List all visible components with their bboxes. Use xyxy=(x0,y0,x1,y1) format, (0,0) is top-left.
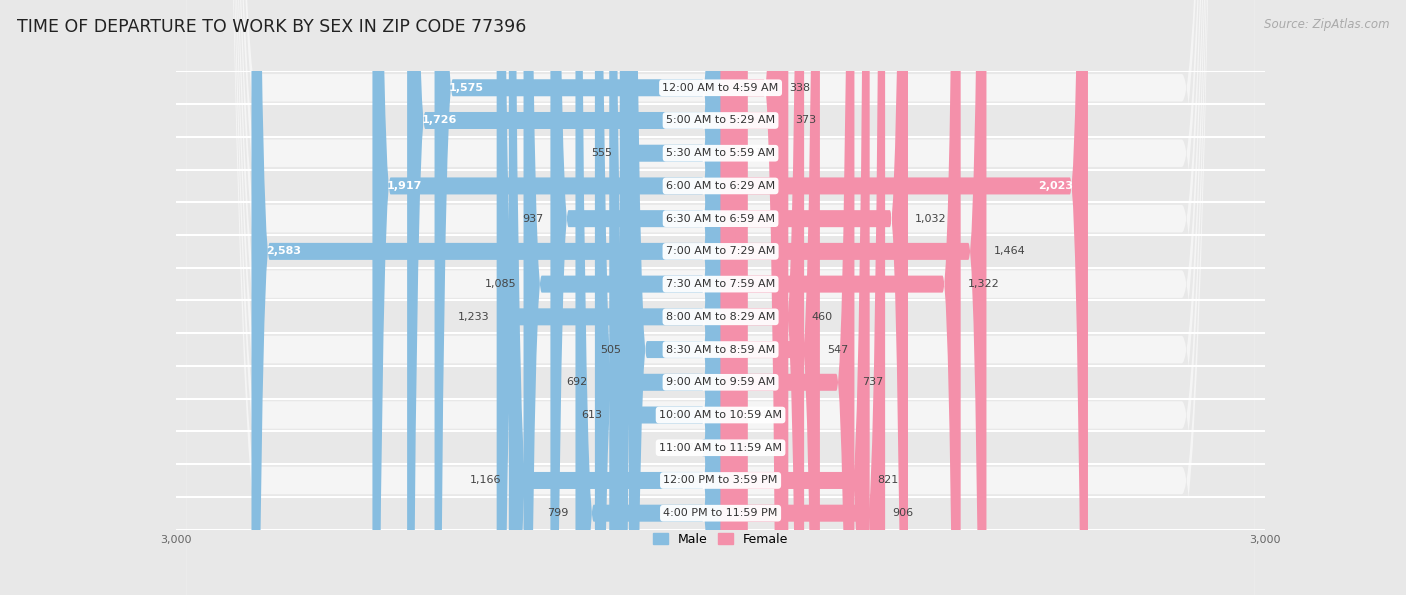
Text: 613: 613 xyxy=(581,410,602,420)
FancyBboxPatch shape xyxy=(721,0,886,595)
FancyBboxPatch shape xyxy=(721,0,987,595)
Text: 937: 937 xyxy=(522,214,543,224)
Text: 7:30 AM to 7:59 AM: 7:30 AM to 7:59 AM xyxy=(666,279,775,289)
Text: 150: 150 xyxy=(755,148,776,158)
FancyBboxPatch shape xyxy=(721,0,782,595)
FancyBboxPatch shape xyxy=(721,0,804,595)
FancyBboxPatch shape xyxy=(710,0,738,595)
FancyBboxPatch shape xyxy=(408,0,721,595)
Text: 2,023: 2,023 xyxy=(1039,181,1073,191)
FancyBboxPatch shape xyxy=(187,0,1254,595)
FancyBboxPatch shape xyxy=(721,0,1088,595)
FancyBboxPatch shape xyxy=(187,0,1254,595)
Text: 6:30 AM to 6:59 AM: 6:30 AM to 6:59 AM xyxy=(666,214,775,224)
FancyBboxPatch shape xyxy=(721,0,747,595)
Text: 8:30 AM to 8:59 AM: 8:30 AM to 8:59 AM xyxy=(666,345,775,355)
Text: 1,032: 1,032 xyxy=(915,214,946,224)
FancyBboxPatch shape xyxy=(721,0,820,595)
FancyBboxPatch shape xyxy=(187,0,1254,595)
FancyBboxPatch shape xyxy=(721,0,960,595)
Text: 737: 737 xyxy=(862,377,883,387)
FancyBboxPatch shape xyxy=(509,0,721,595)
Text: 1,085: 1,085 xyxy=(485,279,516,289)
FancyBboxPatch shape xyxy=(187,0,1254,595)
Text: 6:00 AM to 6:29 AM: 6:00 AM to 6:29 AM xyxy=(666,181,775,191)
Text: 1,464: 1,464 xyxy=(994,246,1025,256)
FancyBboxPatch shape xyxy=(187,0,1254,595)
Text: 555: 555 xyxy=(592,148,613,158)
Text: TIME OF DEPARTURE TO WORK BY SEX IN ZIP CODE 77396: TIME OF DEPARTURE TO WORK BY SEX IN ZIP … xyxy=(17,18,526,36)
Text: 338: 338 xyxy=(789,83,810,93)
Text: 7:00 AM to 7:29 AM: 7:00 AM to 7:29 AM xyxy=(666,246,775,256)
Text: 11:00 AM to 11:59 AM: 11:00 AM to 11:59 AM xyxy=(659,443,782,453)
FancyBboxPatch shape xyxy=(187,0,1254,595)
FancyBboxPatch shape xyxy=(187,0,1254,595)
FancyBboxPatch shape xyxy=(595,0,721,595)
FancyBboxPatch shape xyxy=(187,0,1254,595)
FancyBboxPatch shape xyxy=(550,0,721,595)
FancyBboxPatch shape xyxy=(187,0,1254,595)
FancyBboxPatch shape xyxy=(496,0,721,595)
Legend: Male, Female: Male, Female xyxy=(648,528,793,551)
Text: 373: 373 xyxy=(796,115,817,126)
FancyBboxPatch shape xyxy=(721,0,789,595)
Text: 4:00 PM to 11:59 PM: 4:00 PM to 11:59 PM xyxy=(664,508,778,518)
Text: 2,583: 2,583 xyxy=(266,246,301,256)
Text: 505: 505 xyxy=(600,345,621,355)
FancyBboxPatch shape xyxy=(575,0,721,595)
Text: 1,166: 1,166 xyxy=(470,475,502,486)
Text: 692: 692 xyxy=(567,377,588,387)
Text: 5:30 AM to 5:59 AM: 5:30 AM to 5:59 AM xyxy=(666,148,775,158)
Text: 12:00 AM to 4:59 AM: 12:00 AM to 4:59 AM xyxy=(662,83,779,93)
FancyBboxPatch shape xyxy=(373,0,721,595)
Text: 41: 41 xyxy=(735,443,749,453)
Text: 1,233: 1,233 xyxy=(458,312,489,322)
FancyBboxPatch shape xyxy=(721,0,870,595)
Text: 10:00 AM to 10:59 AM: 10:00 AM to 10:59 AM xyxy=(659,410,782,420)
Text: 1,322: 1,322 xyxy=(967,279,1000,289)
FancyBboxPatch shape xyxy=(187,0,1254,595)
Text: 1,917: 1,917 xyxy=(387,181,422,191)
Text: 71: 71 xyxy=(686,443,700,453)
Text: 1,575: 1,575 xyxy=(449,83,484,93)
FancyBboxPatch shape xyxy=(628,0,721,595)
FancyBboxPatch shape xyxy=(721,0,748,595)
Text: 1,726: 1,726 xyxy=(422,115,457,126)
Text: 12:00 PM to 3:59 PM: 12:00 PM to 3:59 PM xyxy=(664,475,778,486)
Text: 906: 906 xyxy=(893,508,914,518)
FancyBboxPatch shape xyxy=(721,0,908,595)
FancyBboxPatch shape xyxy=(187,0,1254,595)
FancyBboxPatch shape xyxy=(523,0,721,595)
FancyBboxPatch shape xyxy=(187,0,1254,595)
FancyBboxPatch shape xyxy=(721,0,855,595)
FancyBboxPatch shape xyxy=(609,0,721,595)
FancyBboxPatch shape xyxy=(252,0,721,595)
Text: 5:00 AM to 5:29 AM: 5:00 AM to 5:29 AM xyxy=(666,115,775,126)
Text: 547: 547 xyxy=(827,345,848,355)
Text: 8:00 AM to 8:29 AM: 8:00 AM to 8:29 AM xyxy=(666,312,775,322)
Text: 9:00 AM to 9:59 AM: 9:00 AM to 9:59 AM xyxy=(666,377,775,387)
FancyBboxPatch shape xyxy=(187,0,1254,595)
Text: 460: 460 xyxy=(811,312,832,322)
FancyBboxPatch shape xyxy=(703,0,725,595)
FancyBboxPatch shape xyxy=(434,0,721,595)
Text: Source: ZipAtlas.com: Source: ZipAtlas.com xyxy=(1264,18,1389,31)
Text: 821: 821 xyxy=(877,475,898,486)
Text: 141: 141 xyxy=(754,410,775,420)
FancyBboxPatch shape xyxy=(620,0,721,595)
Text: 799: 799 xyxy=(547,508,568,518)
FancyBboxPatch shape xyxy=(187,0,1254,595)
